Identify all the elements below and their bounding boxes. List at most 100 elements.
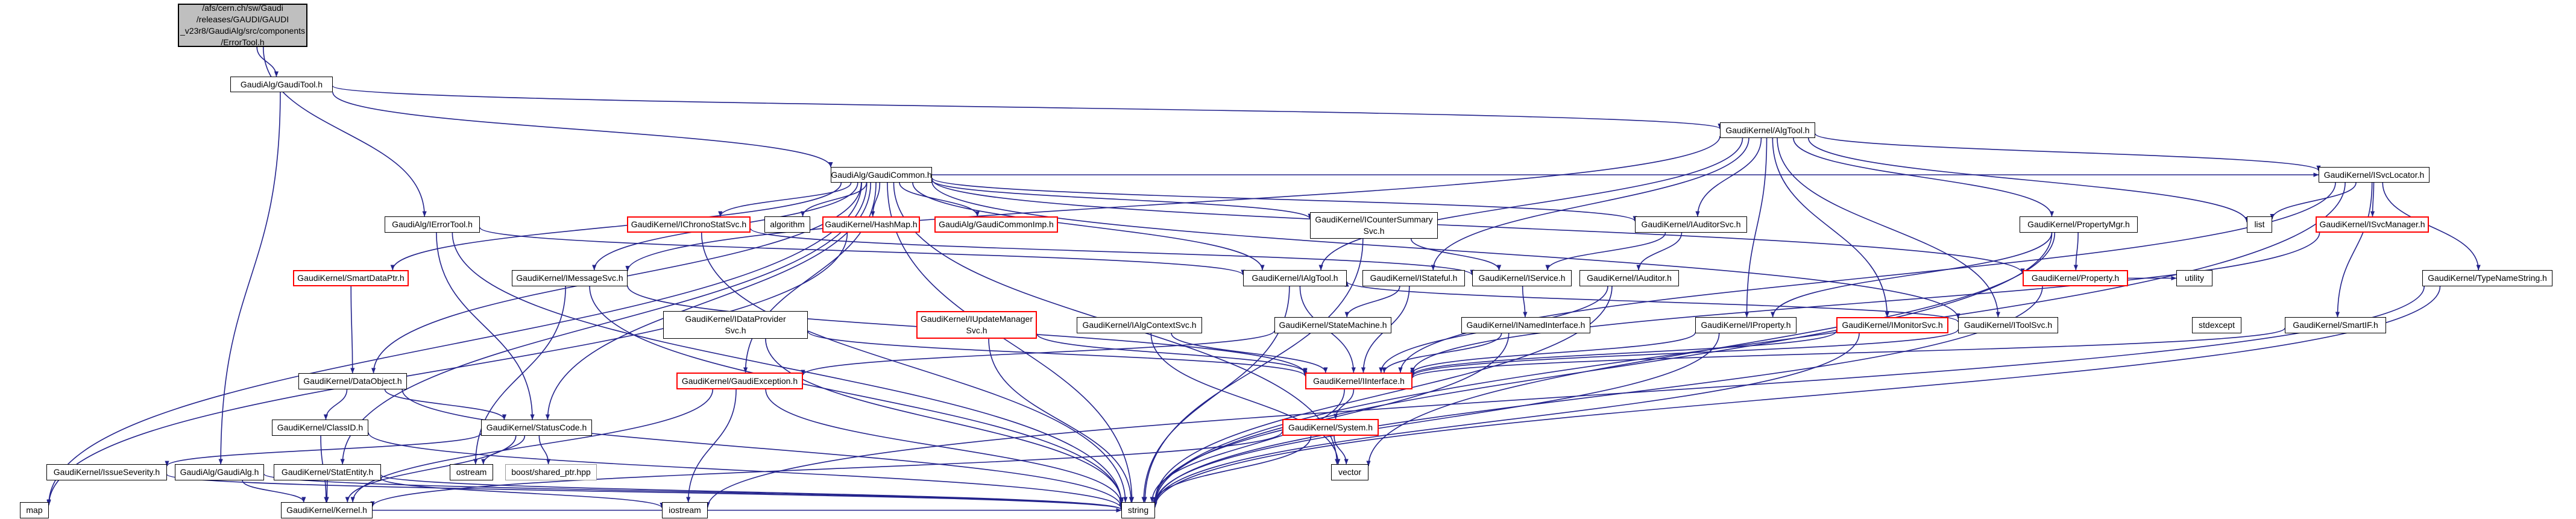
include-edge-algtool-imonitorsvc (1772, 137, 1889, 318)
include-edge-gaudiexception-iostream (686, 389, 737, 503)
node-utility[interactable]: utility (2176, 270, 2212, 286)
node-boost[interactable]: boost/shared_ptr.hpp (505, 464, 597, 480)
include-edge-isvclocator-isvcmanager (2370, 182, 2375, 217)
include-edge-algtool-list (1807, 137, 2249, 222)
include-edge-istateful-statemachine (1344, 286, 1400, 318)
include-edge-itoolsvc-iinterface (1410, 329, 1959, 377)
node-algorithm[interactable]: algorithm (764, 216, 810, 233)
node-gaudicommon[interactable]: GaudiAlg/GaudiCommon.h (831, 167, 932, 183)
include-edge-algtool-isvclocator (1815, 133, 2321, 171)
node-ialgcontextsvc[interactable]: GaudiKernel/IAlgContextSvc.h (1077, 317, 1202, 333)
node-inamedinterface[interactable]: GaudiKernel/INamedInterface.h (1461, 317, 1590, 333)
include-edge-ialgcontextsvc-iinterface (1171, 333, 1328, 373)
node-classid[interactable]: GaudiKernel/ClassID.h (272, 420, 368, 436)
node-iostream[interactable]: iostream (662, 502, 708, 518)
include-edge-icountersummarysvc-iservice (1410, 238, 1502, 271)
include-edge-system-string (1153, 435, 1312, 503)
node-itoolsvc[interactable]: GaudiKernel/IToolSvc.h (1958, 317, 2058, 333)
node-idataprovidersvc[interactable]: GaudiKernel/IDataProvider Svc.h (663, 311, 808, 339)
include-edge-root-ierrortool (262, 46, 427, 217)
include-edge-iupdatemanagersvc-iinterface (1036, 333, 1308, 374)
include-edge-hashmap-map (46, 232, 848, 506)
include-edge-gaudicommon-icountersummarysvc (931, 180, 1312, 219)
include-edge-iauditorsvc-iauditor (1636, 232, 1683, 271)
node-ierrortool[interactable]: GaudiAlg/IErrorTool.h (385, 216, 480, 233)
include-edge-smartif-iinterface (1410, 327, 2285, 379)
node-isvcmanager[interactable]: GaudiKernel/ISvcManager.h (2316, 216, 2429, 233)
include-edge-gaudicommon-hashmap (871, 182, 881, 217)
node-gaudialg[interactable]: GaudiAlg/GaudiAlg.h (175, 464, 264, 480)
include-edge-isvclocator-smartif (2335, 182, 2373, 318)
node-ostream[interactable]: ostream (450, 464, 493, 480)
node-root[interactable]: /afs/cern.ch/sw/Gaudi /releases/GAUDI/GA… (178, 3, 307, 47)
include-edge-ierrortool-string (452, 232, 1124, 504)
node-iauditorsvc[interactable]: GaudiKernel/IAuditorSvc.h (1635, 216, 1747, 233)
include-edge-iinterface-string (1150, 389, 1345, 503)
node-ialgtool[interactable]: GaudiKernel/IAlgTool.h (1243, 270, 1347, 286)
node-string[interactable]: string (1121, 502, 1155, 518)
include-edge-ichronostatsvc-string (701, 232, 1128, 503)
node-iupdatemanagersvc[interactable]: GaudiKernel/IUpdateManager Svc.h (916, 311, 1037, 339)
node-smartdataptr[interactable]: GaudiKernel/SmartDataPtr.h (293, 270, 409, 286)
node-iauditor[interactable]: GaudiKernel/IAuditor.h (1579, 270, 1679, 286)
include-edge-gaudiexception-kernel (350, 389, 714, 503)
node-issueseverity[interactable]: GaudiKernel/IssueSeverity.h (46, 464, 167, 480)
node-algtool[interactable]: GaudiKernel/AlgTool.h (1720, 122, 1815, 138)
include-edge-iproperty-string (1153, 333, 1720, 506)
node-statentity[interactable]: GaudiKernel/StatEntity.h (274, 464, 381, 480)
include-edge-isvclocator-string (1153, 182, 2346, 506)
include-edge-iauditorsvc-iservice (1545, 232, 1666, 271)
include-edge-statuscode-issueseverity (165, 433, 482, 467)
include-edge-gauditool-gaudicommon (332, 92, 833, 168)
include-edge-idataprovidersvc-string (765, 338, 1124, 503)
include-edge-propertymgr-property (2073, 232, 2079, 271)
include-edge-gaudicommon-gaudicommonimp (899, 182, 980, 217)
node-system[interactable]: GaudiKernel/System.h (1282, 419, 1379, 436)
node-istateful[interactable]: GaudiKernel/IStateful.h (1362, 270, 1465, 286)
include-edge-dataobject-string (402, 389, 1124, 508)
include-edge-iproperty-iinterface (1410, 332, 1696, 374)
include-edge-gaudialg-string (263, 473, 1124, 511)
node-gauditool[interactable]: GaudiAlg/GaudiTool.h (230, 77, 333, 92)
node-property[interactable]: GaudiKernel/Property.h (2023, 270, 2128, 286)
include-edge-algtool-istateful (1431, 137, 1749, 271)
node-iinterface[interactable]: GaudiKernel/IInterface.h (1305, 373, 1412, 389)
include-edge-gaudicommon-statentity (340, 182, 868, 465)
include-edge-ichronostatsvc-iservice (750, 228, 1475, 275)
node-kernel[interactable]: GaudiKernel/Kernel.h (281, 502, 373, 518)
include-edge-algtool-iproperty (1744, 137, 1768, 318)
node-iproperty[interactable]: GaudiKernel/IProperty.h (1695, 317, 1797, 333)
node-gaudiexception[interactable]: GaudiKernel/GaudiException.h (676, 373, 803, 389)
include-edge-dataobject-statuscode (384, 389, 507, 420)
include-edge-iinterface-system (1333, 389, 1355, 420)
include-edge-gaudicommon-ichronostatsvc (718, 182, 852, 217)
include-edge-statuscode-boost (538, 435, 551, 465)
node-icountersummarysvc[interactable]: GaudiKernel/ICounterSummary Svc.h (1310, 212, 1438, 239)
include-edge-gaudicommon-gaudiexception (743, 182, 877, 373)
node-isvclocator[interactable]: GaudiKernel/ISvcLocator.h (2319, 167, 2430, 183)
node-hashmap[interactable]: GaudiKernel/HashMap.h (822, 216, 920, 233)
node-statemachine[interactable]: GaudiKernel/StateMachine.h (1274, 317, 1391, 333)
node-list[interactable]: list (2247, 216, 2272, 233)
node-iservice[interactable]: GaudiKernel/IService.h (1472, 270, 1572, 286)
node-ichronostatsvc[interactable]: GaudiKernel/IChronoStatSvc.h (627, 216, 751, 233)
node-statuscode[interactable]: GaudiKernel/StatusCode.h (481, 420, 592, 436)
node-typenamestring[interactable]: GaudiKernel/TypeNameString.h (2422, 270, 2552, 286)
node-stdexcept[interactable]: stdexcept (2192, 317, 2241, 333)
include-edge-imessagesvc-string (589, 286, 1124, 504)
node-gaudicommonimp[interactable]: GaudiAlg/GaudiCommonImp.h (934, 216, 1058, 233)
include-edge-root-gauditool (256, 46, 279, 77)
include-edge-statuscode-kernel (345, 435, 517, 503)
include-edge-smartdataptr-dataobject (350, 286, 355, 374)
node-vector[interactable]: vector (1331, 464, 1368, 480)
node-map[interactable]: map (20, 502, 49, 518)
node-propertymgr[interactable]: GaudiKernel/PropertyMgr.h (2020, 216, 2138, 233)
include-edge-algtool-propertymgr (1793, 137, 2055, 217)
node-imessagesvc[interactable]: GaudiKernel/IMessageSvc.h (512, 270, 628, 286)
node-imonitorsvc[interactable]: GaudiKernel/IMonitorSvc.h (1836, 317, 1948, 333)
node-smartif[interactable]: GaudiKernel/SmartIF.h (2285, 317, 2386, 333)
include-edge-system-kernel (370, 431, 1283, 507)
include-edge-system-vector (1334, 435, 1349, 465)
node-dataobject[interactable]: GaudiKernel/DataObject.h (298, 373, 407, 389)
